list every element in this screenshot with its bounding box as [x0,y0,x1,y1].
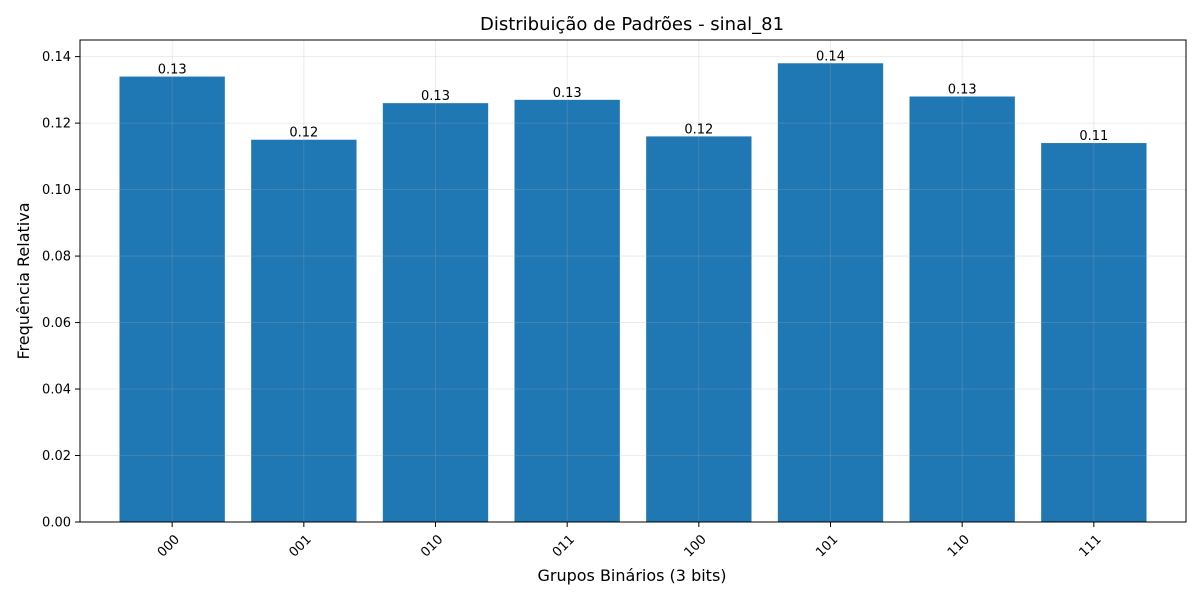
y-tick-label: 0.10 [42,183,71,198]
bar-value-label: 0.13 [553,86,582,101]
bar-111 [1041,143,1147,522]
bar-101 [777,63,884,522]
y-tick-label: 0.08 [42,250,71,265]
bar-value-label: 0.12 [684,122,713,137]
bar-value-label: 0.12 [289,126,318,141]
plot-frame [79,39,1187,523]
bar-001 [251,139,357,523]
bar-100 [646,136,752,522]
bar-value-label: 0.13 [948,83,977,98]
bar-value-label: 0.11 [1079,129,1108,144]
bar-011 [514,99,620,523]
bar-110 [909,96,1015,522]
y-tick-label: 0.12 [42,117,71,132]
grid-overlay [80,40,1186,523]
y-tick-label: 0.04 [42,383,71,398]
chart-title: Distribuição de Padrões - sinal_81 [480,14,784,35]
y-tick-label: 0.00 [42,516,71,531]
y-tick-label: 0.02 [42,449,71,464]
y-axis-label: Frequência Relativa [14,202,33,359]
bar-value-label: 0.13 [158,63,187,78]
x-axis-label: Grupos Binários (3 bits) [537,566,726,585]
y-tick-label: 0.06 [42,316,71,331]
bar-value-label: 0.13 [421,89,450,104]
bar-value-label: 0.14 [816,49,845,64]
bar-010 [382,103,489,522]
y-tick-label: 0.14 [42,50,71,65]
bars [119,63,1147,523]
bar-000 [119,76,225,522]
bar-labels: 0.13 0.12 0.13 0.13 0.12 0.14 0.13 0.11 [158,49,1109,144]
